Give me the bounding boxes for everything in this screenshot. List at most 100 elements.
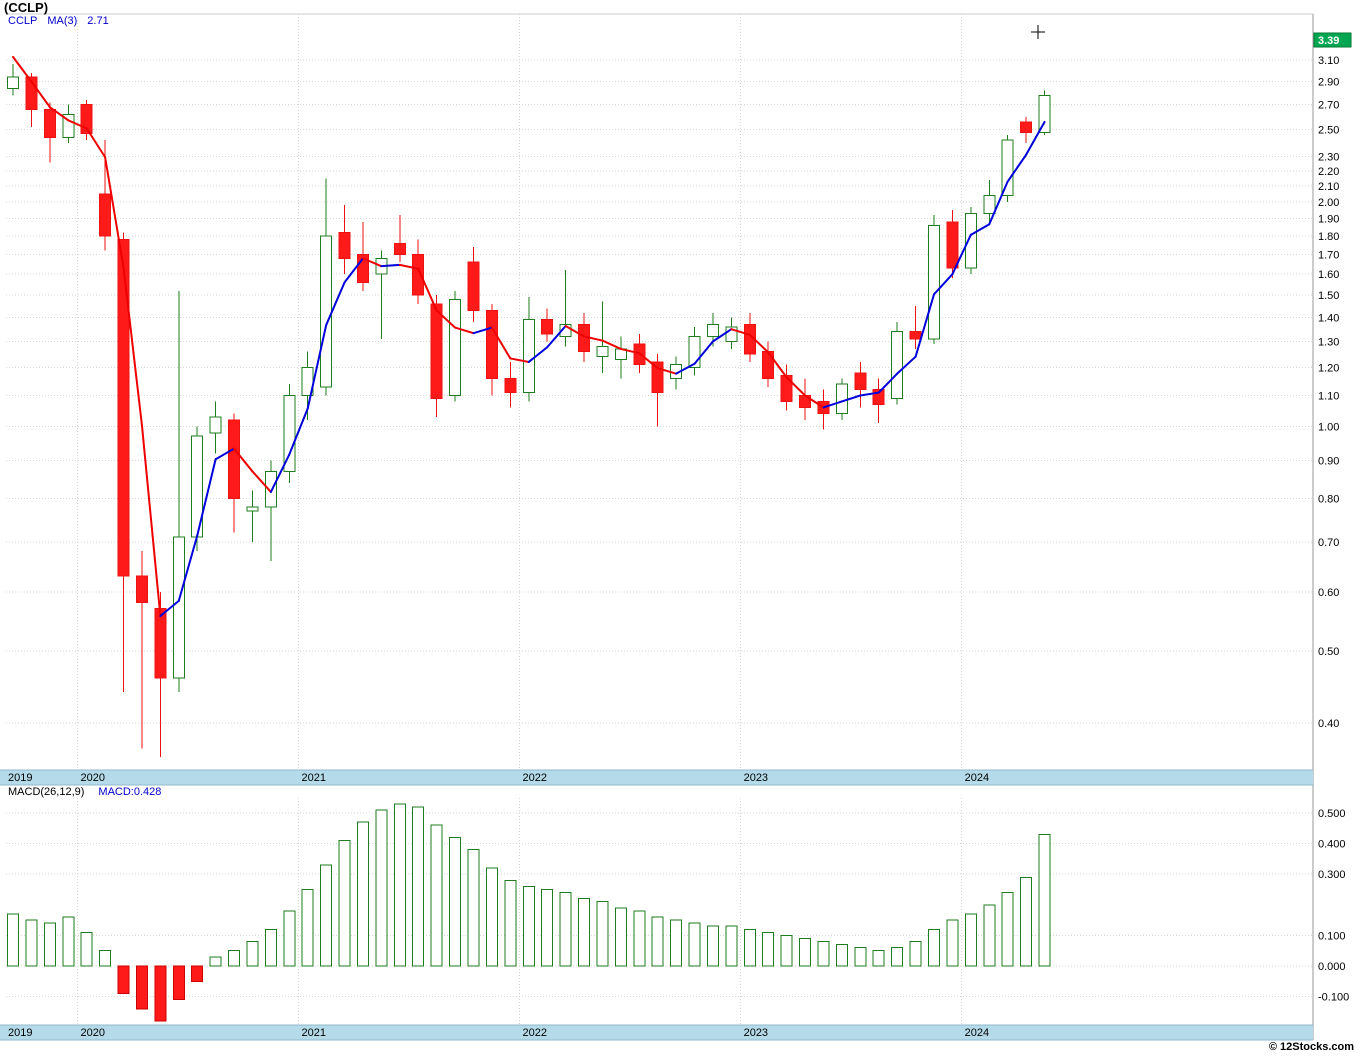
- year-label: 2020: [80, 1027, 104, 1039]
- ma-line-segment: [251, 470, 272, 493]
- macd-bar: [522, 885, 535, 967]
- ma-line-segment: [380, 263, 401, 268]
- macd-bar: [1001, 892, 1014, 967]
- macd-axis-label: 0.500: [1318, 808, 1346, 820]
- price-axis-label: 0.50: [1318, 646, 1339, 658]
- macd-bar: [228, 950, 241, 967]
- price-axis-label: 2.20: [1318, 166, 1339, 178]
- candle-body: [172, 536, 185, 679]
- candle-body: [522, 319, 535, 394]
- candle-body: [62, 113, 75, 139]
- macd-bar: [430, 824, 443, 967]
- candle-body: [688, 335, 701, 368]
- ma-line-segment: [30, 80, 51, 109]
- ma-line-segment: [877, 372, 899, 394]
- price-axis-label: 1.60: [1318, 269, 1339, 281]
- ma-line-segment: [638, 352, 659, 370]
- copyright-label: © 12Stocks.com: [1268, 1041, 1354, 1053]
- ma-line-segment: [583, 335, 604, 342]
- macd-bar: [706, 925, 719, 967]
- ma-line-segment: [822, 400, 843, 409]
- chart-title: (CCLP): [4, 0, 49, 15]
- macd-axis-label: 0.300: [1318, 869, 1346, 881]
- macd-bar: [835, 944, 848, 967]
- candle-body: [25, 76, 38, 111]
- macd-bar: [25, 919, 38, 967]
- ma-line-segment: [785, 376, 807, 397]
- macd-plot-area[interactable]: [0, 798, 1313, 1025]
- price-axis-label: 1.00: [1318, 421, 1339, 433]
- macd-bar: [780, 934, 793, 967]
- ma-line-segment: [361, 257, 383, 268]
- ma-line-segment: [896, 355, 917, 375]
- macd-bar: [964, 913, 977, 967]
- candle-body: [7, 76, 19, 89]
- crosshair-price-tag: [1313, 32, 1352, 48]
- macd-bar: [43, 922, 56, 967]
- ma-line-segment: [417, 267, 438, 312]
- macd-bar: [1038, 833, 1051, 967]
- ma-line-segment: [233, 447, 254, 473]
- macd-bar: [891, 947, 904, 967]
- symbol-label: CCLP: [8, 15, 38, 27]
- ma-line-segment: [564, 324, 586, 338]
- candle-body: [854, 372, 867, 391]
- price-axis-label: 1.90: [1318, 214, 1339, 226]
- macd-bar: [301, 889, 314, 967]
- macd-bar: [541, 889, 554, 967]
- year-label: 2020: [80, 772, 104, 784]
- macd-bar: [909, 941, 922, 967]
- ma-line-segment: [767, 351, 788, 379]
- macd-bar: [246, 941, 259, 967]
- candle-body: [393, 242, 406, 256]
- macd-axis-label: -0.100: [1318, 992, 1349, 1004]
- ma-line-segment: [914, 293, 935, 358]
- candle-body: [99, 193, 112, 237]
- macd-bar: [614, 907, 627, 967]
- macd-bar: [817, 941, 830, 967]
- macd-bar: [99, 950, 112, 967]
- ma-line-segment: [85, 127, 107, 159]
- macd-bar: [449, 836, 462, 967]
- ma-line-segment: [840, 394, 862, 403]
- price-axis-label: 1.70: [1318, 250, 1339, 262]
- ma-line-segment: [933, 273, 954, 296]
- candle-body: [596, 345, 609, 358]
- candle-body: [909, 331, 922, 340]
- ma-line-segment: [656, 367, 678, 375]
- candle-body: [356, 254, 369, 283]
- macd-bar: [154, 965, 167, 1022]
- ma-line-segment: [619, 347, 641, 355]
- candle-body: [209, 416, 222, 434]
- macd-bar: [375, 809, 388, 967]
- ma-line-segment: [988, 180, 1009, 226]
- ma-line-segment: [435, 309, 457, 329]
- candle-body: [117, 239, 130, 577]
- macd-bar: [467, 849, 480, 967]
- macd-bar: [872, 950, 885, 967]
- candle-body: [983, 194, 996, 214]
- year-label: 2024: [965, 1027, 989, 1039]
- price-axis-label: 2.70: [1318, 100, 1339, 112]
- year-label: 2021: [302, 772, 326, 784]
- ma-line-segment: [730, 328, 751, 336]
- price-axis-label: 1.40: [1318, 312, 1339, 324]
- macd-bar: [559, 892, 572, 967]
- ma-line-segment: [693, 340, 714, 365]
- candle-body: [835, 383, 848, 415]
- candle-body: [467, 261, 480, 312]
- year-label: 2024: [965, 772, 989, 784]
- ma-line-segment: [509, 357, 530, 363]
- macd-bar: [393, 803, 406, 967]
- macd-bar: [633, 910, 646, 967]
- candle-body: [449, 298, 462, 396]
- macd-axis-label: 0.400: [1318, 839, 1346, 851]
- candle-body: [1001, 139, 1014, 196]
- macd-bar: [762, 931, 775, 967]
- ma-line-segment: [288, 407, 309, 456]
- macd-bar: [799, 937, 812, 967]
- macd-bar: [983, 904, 996, 967]
- price-axis-label: 3.10: [1318, 55, 1339, 67]
- ma-line-segment: [546, 324, 567, 349]
